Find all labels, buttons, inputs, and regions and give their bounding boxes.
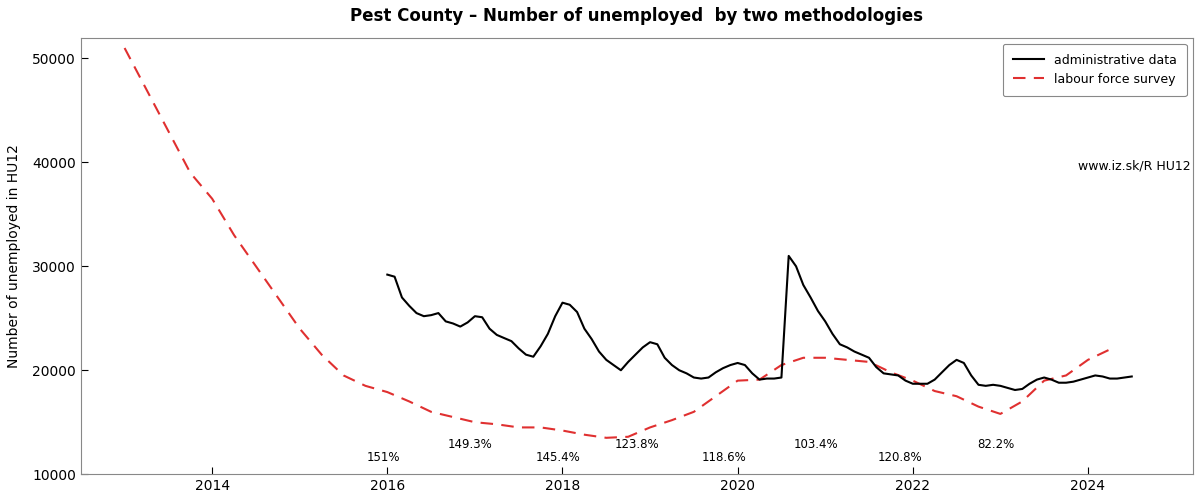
Legend: administrative data, labour force survey: administrative data, labour force survey bbox=[1003, 44, 1187, 96]
Text: 82.2%: 82.2% bbox=[977, 438, 1015, 452]
Text: 145.4%: 145.4% bbox=[535, 451, 581, 464]
Text: 118.6%: 118.6% bbox=[702, 451, 746, 464]
Text: www.iz.sk/R HU12: www.iz.sk/R HU12 bbox=[1079, 160, 1190, 173]
Text: 151%: 151% bbox=[366, 451, 400, 464]
Text: 149.3%: 149.3% bbox=[448, 438, 493, 452]
Text: 120.8%: 120.8% bbox=[877, 451, 922, 464]
Title: Pest County – Number of unemployed  by two methodologies: Pest County – Number of unemployed by tw… bbox=[350, 7, 924, 25]
Y-axis label: Number of unemployed in HU12: Number of unemployed in HU12 bbox=[7, 144, 20, 368]
Text: 123.8%: 123.8% bbox=[614, 438, 659, 452]
Text: 103.4%: 103.4% bbox=[794, 438, 839, 452]
